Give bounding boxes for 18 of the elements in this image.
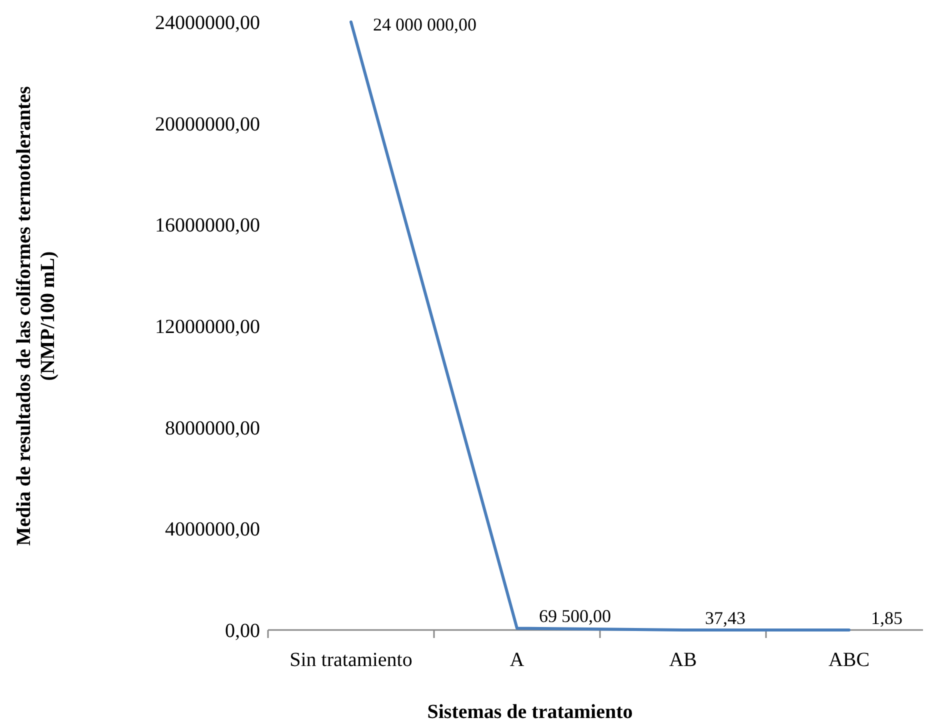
- y-tick-label: 12000000,00: [155, 316, 260, 338]
- x-tick-label: A: [510, 649, 525, 671]
- x-axis-title: Sistemas de tratamiento: [427, 701, 633, 723]
- y-tick-label: 8000000,00: [165, 417, 260, 440]
- y-axis-title: Media de resultados de las coliformes termotolerantes (NMP/100 mL): [13, 86, 59, 546]
- data-label: 24 000 000,00: [373, 14, 476, 34]
- y-tick-label: 24000000,00: [155, 12, 260, 34]
- x-tick-label: Sin tratamiento: [290, 649, 412, 671]
- line-series: [350, 20, 850, 632]
- data-label: 37,43: [705, 608, 746, 628]
- data-label: 69 500,00: [539, 606, 611, 626]
- x-tick-label: ABC: [828, 649, 870, 671]
- y-tick-label: 20000000,00: [155, 113, 260, 136]
- y-tick-label: 0,00: [225, 620, 260, 642]
- y-tick-label: 16000000,00: [155, 214, 260, 237]
- x-tick-label: AB: [669, 649, 697, 671]
- data-label: 1,85: [871, 608, 902, 628]
- y-tick-label: 4000000,00: [165, 518, 260, 541]
